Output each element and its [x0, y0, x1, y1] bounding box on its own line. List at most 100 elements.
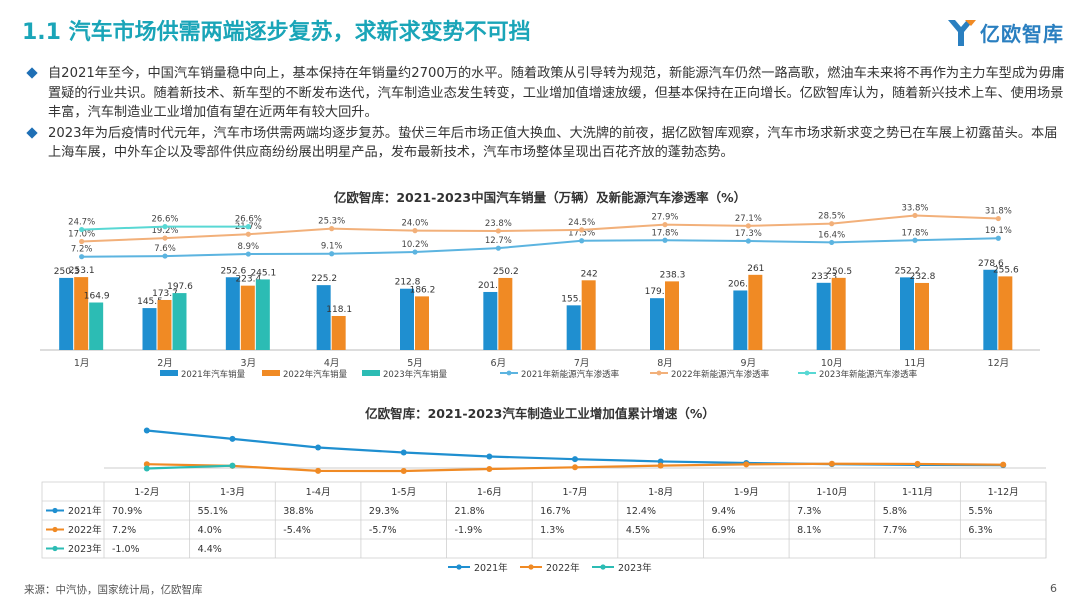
bar-2021 [816, 282, 831, 350]
bar-data-label: 201.5 [478, 281, 504, 291]
table-header-cell: 1-6月 [477, 487, 502, 498]
penetration-point-2021 [495, 245, 501, 251]
penetration-data-label: 17.8% [651, 228, 678, 238]
bar-2022 [240, 285, 255, 350]
bar-2023 [172, 293, 187, 350]
table-cell: 7.7% [883, 525, 907, 536]
table-cell: 16.7% [540, 506, 570, 517]
bar-data-label: 173.7 [152, 289, 178, 299]
page-title: 1.1 汽车市场供需两端逐步复苏，求新求变势不可挡 [22, 20, 531, 45]
bar-data-label: 245.1 [250, 268, 276, 278]
bullet-text: 2023年为后疫情时代元年，汽车市场供需两端均逐步复苏。蛰伏三年后市场正值大换血… [48, 125, 1058, 161]
penetration-point-2022 [829, 221, 835, 227]
penetration-point-2021 [995, 235, 1001, 241]
penetration-point-2021 [245, 251, 251, 257]
legend-label: 2023年 [618, 562, 652, 574]
bar-data-label: 225.2 [311, 274, 337, 284]
bar-2022 [331, 315, 346, 350]
x-tick-label: 4月 [324, 358, 340, 369]
bar-data-label: 233.3 [811, 272, 837, 282]
penetration-point-2021 [79, 254, 85, 260]
penetration-point-2022 [329, 226, 335, 232]
logo-icon [948, 20, 976, 46]
table-series-key [52, 545, 58, 552]
growth-point-2023 [143, 465, 150, 472]
bar-data-label: 253.1 [69, 266, 95, 276]
bar-data-label: 250.2 [493, 267, 519, 277]
penetration-point-2021 [329, 251, 335, 257]
bar-2023 [255, 279, 270, 350]
penetration-point-2021 [162, 253, 168, 259]
penetration-data-label: 19.1% [985, 226, 1012, 236]
growth-point-2022 [1000, 461, 1007, 468]
growth-point-2021 [486, 453, 493, 460]
table-header-cell: 1-10月 [816, 487, 847, 498]
bullet-item: 2023年为后疫情时代元年，汽车市场供需两端均逐步复苏。蛰伏三年后市场正值大换血… [26, 124, 1066, 163]
growth-point-2022 [486, 466, 493, 473]
penetration-data-label: 31.8% [985, 207, 1012, 217]
legend-swatch [362, 370, 380, 376]
table-cell: 9.4% [711, 506, 735, 517]
bar-2022 [831, 277, 846, 350]
penetration-data-label: 24.5% [568, 218, 595, 228]
legend-label: 2021年汽车销量 [181, 369, 246, 380]
growth-point-2022 [143, 461, 150, 468]
legend-swatch [600, 564, 606, 570]
bar-2022 [665, 281, 679, 350]
penetration-data-label: 17.8% [901, 228, 928, 238]
bar-2022 [998, 276, 1013, 350]
penetration-data-label: 9.1% [321, 242, 343, 252]
bar-2023 [89, 302, 104, 350]
bar-data-label: 252.2 [895, 266, 921, 276]
x-tick-label: 5月 [407, 358, 423, 369]
table-cell: 6.9% [711, 525, 735, 536]
table-cell: 4.4% [198, 544, 222, 555]
table-cell: 7.3% [797, 506, 821, 517]
bar-2022 [748, 274, 763, 350]
growth-point-2021 [315, 444, 322, 451]
penetration-point-2021 [579, 238, 585, 244]
table-row-label: 2022年 [68, 524, 102, 536]
penetration-point-2023 [245, 224, 251, 230]
bar-data-label: 278.6 [978, 259, 1004, 269]
table-cell: 12.4% [626, 506, 656, 517]
bar-2021 [59, 277, 74, 350]
bar-data-label: 261 [747, 264, 764, 274]
penetration-data-label: 26.6% [235, 215, 262, 225]
penetration-data-label: 17.3% [735, 229, 762, 239]
bullet-item: 自2021年至今，中国汽车销量稳中向上，基本保持在年销量约2700万的水平。随着… [26, 64, 1066, 123]
penetration-data-label: 25.3% [318, 217, 345, 227]
penetration-data-label: 28.5% [818, 212, 845, 222]
x-tick-label: 2月 [157, 358, 173, 369]
penetration-line-2021 [81, 237, 999, 258]
table-header-cell: 1-3月 [220, 487, 245, 498]
growth-line-2023 [146, 464, 233, 470]
legend-label: 2022年汽车销量 [283, 369, 348, 380]
penetration-point-2021 [745, 238, 751, 244]
table-cell: -1.0% [112, 544, 140, 555]
bar-2022 [498, 277, 513, 350]
bar-data-label: 118.1 [326, 305, 352, 315]
growth-point-2022 [657, 462, 664, 469]
table-cell: -5.7% [369, 525, 397, 536]
bar-data-label: 255.6 [993, 265, 1019, 275]
penetration-point-2021 [912, 237, 918, 243]
legend-swatch [456, 564, 462, 570]
table-cell: 4.0% [198, 525, 222, 536]
growth-point-2023 [229, 462, 236, 469]
bar-data-label: 212.8 [395, 278, 421, 288]
table-series-key [52, 526, 58, 533]
table-row-label: 2021年 [68, 505, 102, 517]
legend-label: 2023年汽车销量 [383, 369, 448, 380]
legend-label: 2023年新能源汽车渗透率 [819, 369, 918, 380]
bullet-text: 自2021年至今，中国汽车销量稳中向上，基本保持在年销量约2700万的水平。随着… [48, 66, 1065, 120]
table-header-cell: 1-8月 [648, 487, 673, 498]
bar-data-label: 186.2 [410, 285, 436, 295]
penetration-data-label: 19.2% [151, 226, 178, 236]
x-tick-label: 6月 [491, 358, 507, 369]
legend-swatch [804, 370, 810, 376]
legend-swatch [262, 370, 280, 376]
penetration-point-2022 [995, 215, 1001, 222]
penetration-point-2022 [912, 212, 918, 219]
bar-2021 [566, 305, 581, 350]
